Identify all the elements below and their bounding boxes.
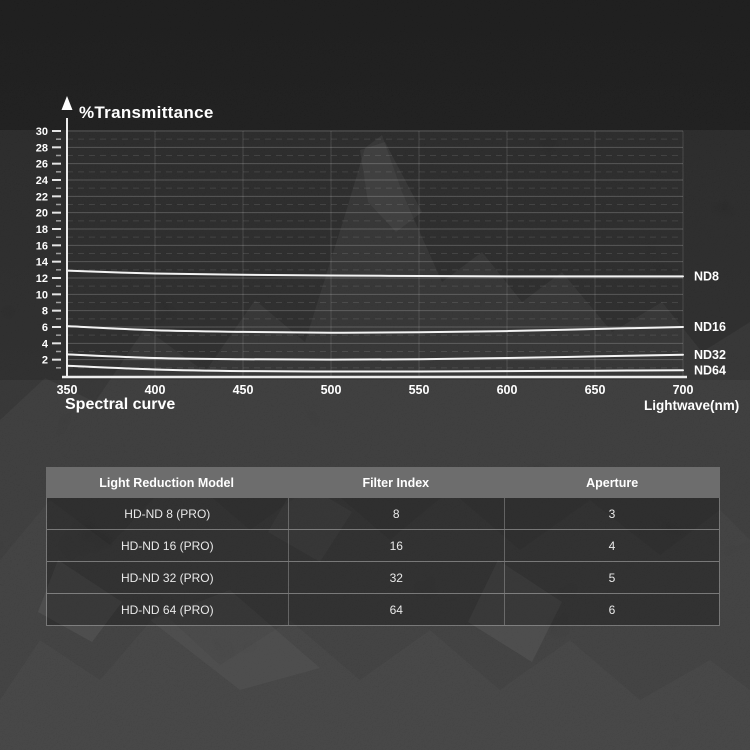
nd32-series-label: ND32 <box>694 348 726 362</box>
table-row: HD-ND 8 (PRO) 8 3 <box>47 498 719 529</box>
table-cell: 64 <box>287 594 504 625</box>
table-cell: 3 <box>503 498 719 529</box>
table-header-aperture: Aperture <box>586 475 639 490</box>
table-cell: 5 <box>503 562 719 593</box>
x-tick-label: 400 <box>145 383 166 397</box>
y-tick-label: 14 <box>36 257 49 269</box>
filter-spec-table: Light Reduction Model Filter Index Apert… <box>46 467 720 626</box>
y-tick-label: 6 <box>42 322 48 334</box>
table-cell: HD-ND 16 (PRO) <box>120 538 214 553</box>
chart-title: %Transmittance <box>79 103 214 122</box>
table-row: HD-ND 32 (PRO) 32 5 <box>47 561 719 593</box>
nd16-curve <box>66 325 684 334</box>
y-tick-label: 22 <box>36 191 48 203</box>
table-cell: 16 <box>287 530 504 561</box>
y-axis-arrow-icon <box>61 96 73 110</box>
nd8-curve <box>66 269 684 278</box>
nd32-curve <box>66 353 684 361</box>
table-header-model: Light Reduction Model <box>99 475 234 490</box>
x-tick-label: 550 <box>409 383 430 397</box>
y-tick-label: 12 <box>36 273 48 285</box>
x-tick-label: 350 <box>57 383 78 397</box>
y-tick-label: 20 <box>36 208 48 220</box>
table-cell: HD-ND 8 (PRO) <box>124 506 211 521</box>
table-row: HD-ND 16 (PRO) 16 4 <box>47 529 719 561</box>
table-header-row: Light Reduction Model Filter Index Apert… <box>46 467 720 498</box>
y-tick-label: 16 <box>36 240 48 252</box>
table-cell: 6 <box>503 594 719 625</box>
y-tick-label: 4 <box>42 338 49 350</box>
table-cell: 32 <box>287 562 504 593</box>
y-tick-label: 26 <box>36 159 48 171</box>
x-axis-title: Lightwave(nm) <box>644 398 740 413</box>
table-cell: 4 <box>503 530 719 561</box>
y-tick-label: 2 <box>42 355 48 367</box>
table-body: HD-ND 8 (PRO) 8 3 HD-ND 16 (PRO) 16 4 HD-ND 32… <box>46 498 720 626</box>
chart-caption: Spectral curve <box>65 396 176 413</box>
nd16-series-label: ND16 <box>694 320 726 334</box>
y-tick-label: 18 <box>36 224 48 236</box>
table-row: HD-ND 64 (PRO) 64 6 <box>47 593 719 625</box>
y-tick-label: 30 <box>36 126 48 138</box>
x-tick-label: 700 <box>673 383 694 397</box>
x-tick-label: 500 <box>321 383 342 397</box>
y-tick-label: 28 <box>36 142 48 154</box>
x-tick-label: 450 <box>233 383 254 397</box>
x-tick-label: 600 <box>497 383 518 397</box>
x-tick-label: 650 <box>585 383 606 397</box>
y-tick-label: 8 <box>42 306 48 318</box>
table-cell: 8 <box>287 498 504 529</box>
nd64-series-label: ND64 <box>694 363 726 377</box>
table-cell: HD-ND 32 (PRO) <box>120 570 214 585</box>
table-cell: HD-ND 64 (PRO) <box>120 602 214 617</box>
y-tick-label: 24 <box>36 175 49 187</box>
nd64-curve <box>66 364 684 373</box>
nd8-series-label: ND8 <box>694 269 719 283</box>
table-header-filter-index: Filter Index <box>362 475 430 490</box>
y-tick-label: 10 <box>36 289 48 301</box>
